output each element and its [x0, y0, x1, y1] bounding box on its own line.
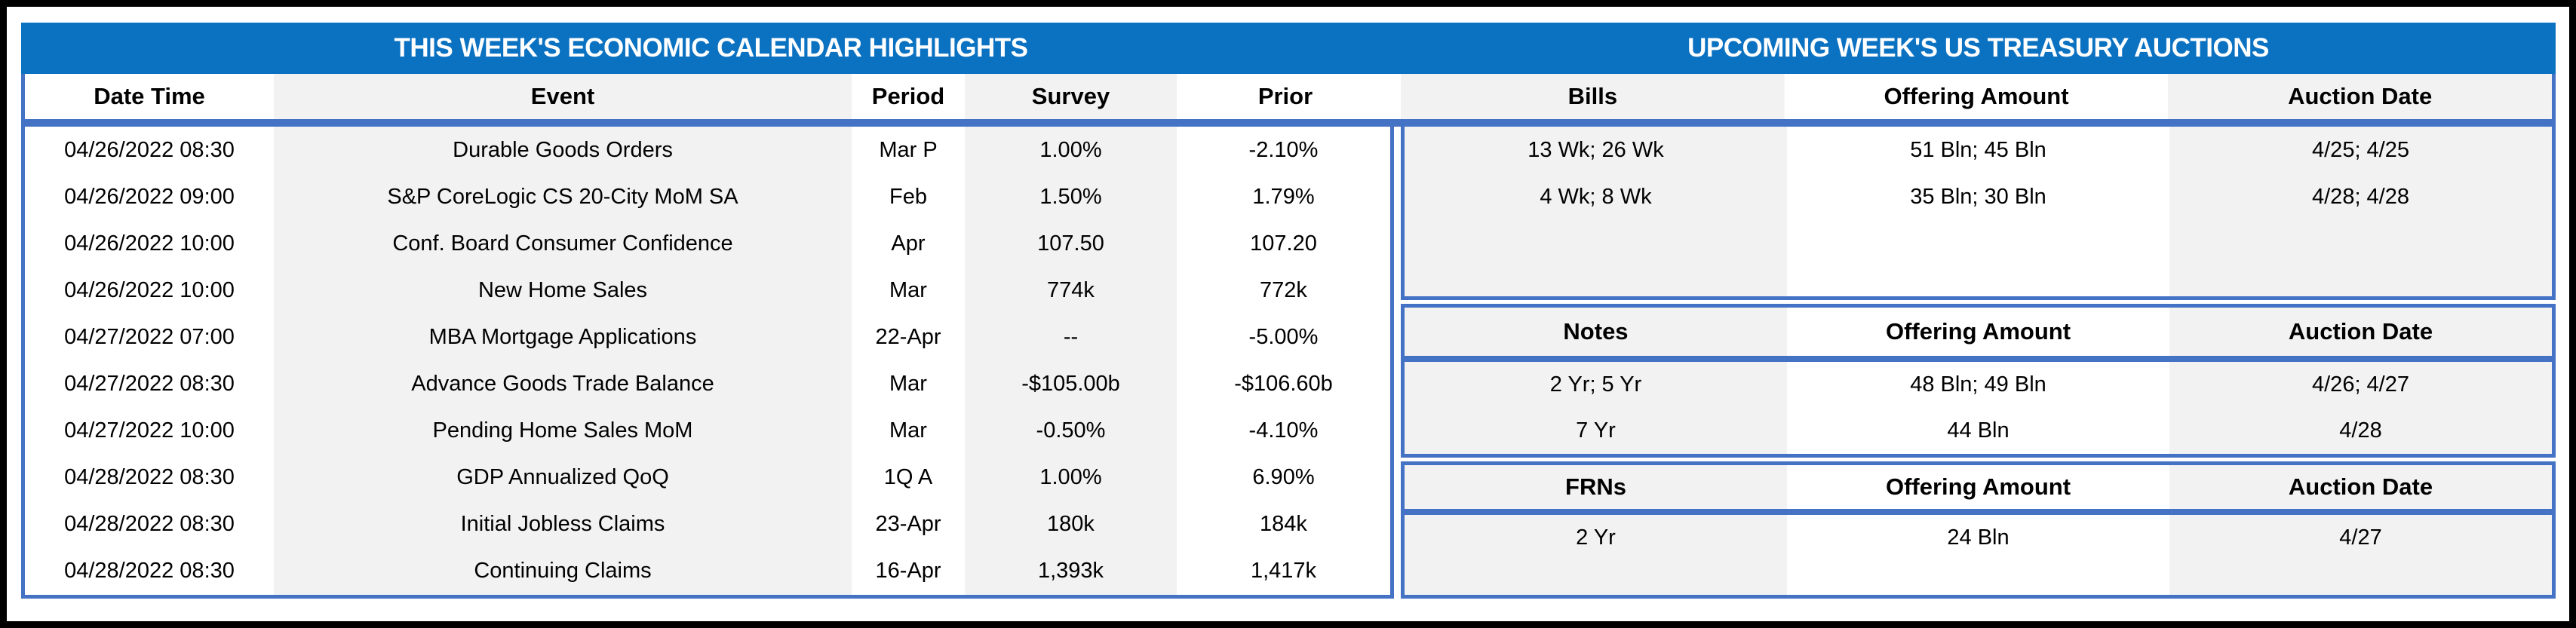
calendar-cell: 774k [1047, 277, 1095, 302]
calendar-cell: MBA Mortgage Applications [428, 324, 697, 349]
notes-cell: 4/26; 4/27 [2312, 372, 2409, 397]
column-header-frns: FRNs [1565, 473, 1626, 500]
calendar-title-area: THIS WEEK'S ECONOMIC CALENDAR HIGHLIGHTS [21, 23, 1401, 74]
notes-cell: 48 Bln; 49 Bln [1910, 372, 2046, 397]
calendar-cell: Apr [891, 231, 926, 256]
column-header-strip: Date Time Event Period Survey Prior Bill… [21, 74, 2556, 119]
column-header-frns-offering-amount: Offering Amount [1885, 473, 2071, 500]
column-header-bills-offering-amount: Offering Amount [1884, 83, 2069, 109]
frns-cell: 4/27 [2339, 525, 2382, 550]
bills-cell: 4/25; 4/25 [2312, 137, 2409, 162]
calendar-cell: 04/26/2022 10:00 [64, 277, 235, 302]
economic-calendar-table: 04/26/2022 08:30 Durable Goods Orders Mar … [21, 127, 1394, 599]
calendar-cell: GDP Annualized QoQ [456, 464, 669, 489]
calendar-cell: Initial Jobless Claims [460, 511, 665, 536]
calendar-cell: 04/26/2022 10:00 [64, 231, 235, 256]
bills-cell: 35 Bln; 30 Bln [1910, 184, 2046, 209]
calendar-cell: 1,417k [1250, 558, 1317, 583]
column-header-bills-auction-date: Auction Date [2288, 83, 2433, 109]
frns-table: FRNs Offering Amount Auction Date 2 Yr 24… [1401, 461, 2556, 599]
treasury-auctions-title: UPCOMING WEEK'S US TREASURY AUCTIONS [1687, 33, 2269, 63]
calendar-cell: 22-Apr [875, 324, 941, 349]
calendar-cell: 1.50% [1039, 184, 1102, 209]
calendar-cell: 04/28/2022 08:30 [64, 464, 235, 489]
column-header-date-time: Date Time [94, 83, 205, 109]
frns-header-rule [1405, 509, 2552, 515]
column-header-period: Period [871, 83, 945, 109]
calendar-cell: Continuing Claims [474, 558, 652, 583]
column-header-notes-offering-amount: Offering Amount [1885, 318, 2071, 345]
treasury-auctions-section: 13 Wk; 26 Wk 51 Bln; 45 Bln 4/25; 4/25 4 Wk… [1401, 127, 2556, 599]
calendar-cell: 04/26/2022 08:30 [64, 137, 235, 162]
calendar-cell: -2.10% [1248, 137, 1319, 162]
calendar-cell: 04/27/2022 07:00 [64, 324, 235, 349]
calendar-cell: 184k [1260, 511, 1307, 536]
calendar-cell: Feb [889, 184, 927, 209]
calendar-cell: Mar [889, 371, 927, 396]
calendar-cell: -- [1063, 324, 1079, 349]
column-header-bills: Bills [1567, 83, 1618, 109]
frns-cell: 24 Bln [1947, 525, 2010, 550]
notes-cell: 7 Yr [1576, 418, 1616, 443]
calendar-cell: 04/27/2022 08:30 [64, 371, 235, 396]
calendar-cell: Advance Goods Trade Balance [411, 371, 714, 396]
notes-cell: 44 Bln [1947, 418, 2010, 443]
column-header-notes-auction-date: Auction Date [2288, 318, 2433, 345]
economic-calendar-title: THIS WEEK'S ECONOMIC CALENDAR HIGHLIGHTS [394, 33, 1029, 63]
calendar-cell: 04/27/2022 10:00 [64, 418, 235, 443]
header-separator-rule [21, 119, 2556, 127]
calendar-cell: -$106.60b [1234, 371, 1333, 396]
calendar-cell: -0.50% [1036, 418, 1106, 443]
calendar-cell: Durable Goods Orders [453, 137, 673, 162]
calendar-cell: 04/26/2022 09:00 [64, 184, 235, 209]
calendar-cell: Pending Home Sales MoM [432, 418, 693, 443]
calendar-cell: 1Q A [883, 464, 933, 489]
column-header-notes: Notes [1563, 318, 1629, 345]
calendar-cell: S&P CoreLogic CS 20-City MoM SA [387, 184, 738, 209]
calendar-cell: -$105.00b [1021, 371, 1120, 396]
calendar-cell: 6.90% [1252, 464, 1315, 489]
notes-cell: 4/28 [2339, 418, 2382, 443]
column-header-event: Event [530, 83, 595, 109]
calendar-cell: 107.50 [1037, 231, 1104, 256]
calendar-cell: Conf. Board Consumer Confidence [392, 231, 733, 256]
column-header-survey: Survey [1031, 83, 1110, 109]
auctions-title-area: UPCOMING WEEK'S US TREASURY AUCTIONS [1401, 23, 2556, 74]
calendar-cell: -4.10% [1248, 418, 1319, 443]
calendar-cell: 1.00% [1039, 464, 1102, 489]
bills-table: 13 Wk; 26 Wk 51 Bln; 45 Bln 4/25; 4/25 4 Wk… [1401, 127, 2556, 300]
calendar-cell: 04/28/2022 08:30 [64, 558, 235, 583]
calendar-cell: 107.20 [1250, 231, 1317, 256]
calendar-cell: Mar P [879, 137, 938, 162]
report-body: THIS WEEK'S ECONOMIC CALENDAR HIGHLIGHTS… [21, 23, 2556, 599]
title-band: THIS WEEK'S ECONOMIC CALENDAR HIGHLIGHTS… [21, 23, 2556, 74]
notes-header-rule [1405, 356, 2552, 362]
calendar-cell: 1,393k [1037, 558, 1104, 583]
calendar-cell: 1.00% [1039, 137, 1102, 162]
frns-cell: 2 Yr [1576, 525, 1616, 550]
notes-table: Notes Offering Amount Auction Date 2 Yr;… [1401, 304, 2556, 458]
calendar-cell: 16-Apr [875, 558, 941, 583]
tables-content: 04/26/2022 08:30 Durable Goods Orders Mar … [21, 127, 2556, 599]
calendar-cell: Mar [889, 277, 927, 302]
bills-cell: 51 Bln; 45 Bln [1910, 137, 2046, 162]
column-header-prior: Prior [1257, 83, 1313, 109]
calendar-cell: 04/28/2022 08:30 [64, 511, 235, 536]
calendar-cell: 772k [1260, 277, 1307, 302]
bills-column-headers: Bills Offering Amount Auction Date [1401, 74, 2556, 119]
bills-cell: 4/28; 4/28 [2312, 184, 2409, 209]
calendar-cell: Mar [889, 418, 927, 443]
bills-cell: 4 Wk; 8 Wk [1540, 184, 1652, 209]
calendar-cell: 180k [1047, 511, 1095, 536]
column-header-frns-auction-date: Auction Date [2288, 473, 2433, 500]
calendar-cell: 1.79% [1252, 184, 1315, 209]
calendar-cell: 23-Apr [875, 511, 941, 536]
calendar-cell: New Home Sales [477, 277, 648, 302]
calendar-cell: -5.00% [1248, 324, 1319, 349]
bills-cell: 13 Wk; 26 Wk [1527, 137, 1664, 162]
notes-cell: 2 Yr; 5 Yr [1549, 372, 1642, 397]
calendar-column-headers: Date Time Event Period Survey Prior [21, 74, 1394, 119]
